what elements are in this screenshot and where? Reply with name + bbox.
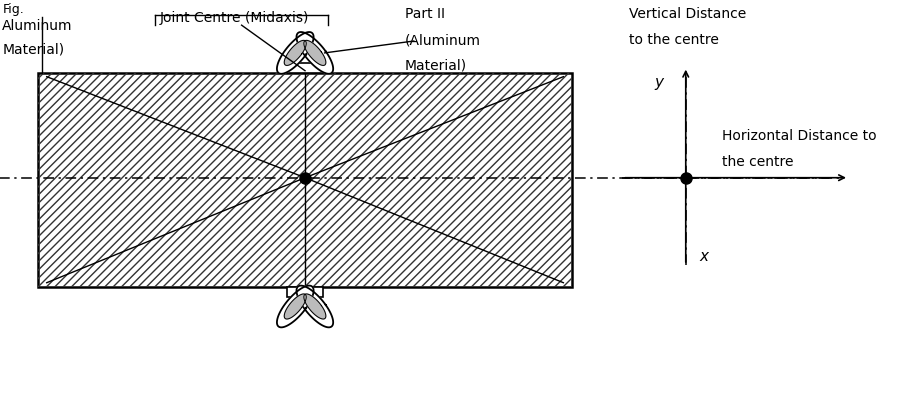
Polygon shape	[297, 32, 333, 74]
Text: Aluminum: Aluminum	[3, 19, 73, 33]
Polygon shape	[285, 294, 307, 319]
Text: Material): Material)	[3, 43, 64, 57]
Polygon shape	[297, 286, 333, 327]
Text: Vertical Distance: Vertical Distance	[629, 7, 746, 21]
Text: y: y	[655, 75, 663, 90]
Text: to the centre: to the centre	[629, 33, 719, 47]
Bar	[38, 73, 573, 286]
Text: Part II: Part II	[405, 7, 444, 21]
Text: Fig.: Fig.	[3, 3, 24, 16]
Bar	[287, 63, 323, 73]
Text: Joint Centre (Midaxis): Joint Centre (Midaxis)	[160, 11, 309, 25]
Text: Horizontal Distance to: Horizontal Distance to	[722, 129, 877, 143]
Polygon shape	[277, 32, 314, 74]
Polygon shape	[304, 294, 326, 319]
Text: (Aluminum: (Aluminum	[405, 33, 481, 47]
Polygon shape	[304, 40, 326, 65]
Text: Material): Material)	[405, 59, 467, 73]
Text: x: x	[700, 249, 709, 264]
Text: the centre: the centre	[722, 155, 793, 169]
Bar	[38, 73, 573, 286]
Polygon shape	[285, 40, 307, 65]
Bar	[287, 286, 323, 296]
Polygon shape	[277, 286, 314, 327]
